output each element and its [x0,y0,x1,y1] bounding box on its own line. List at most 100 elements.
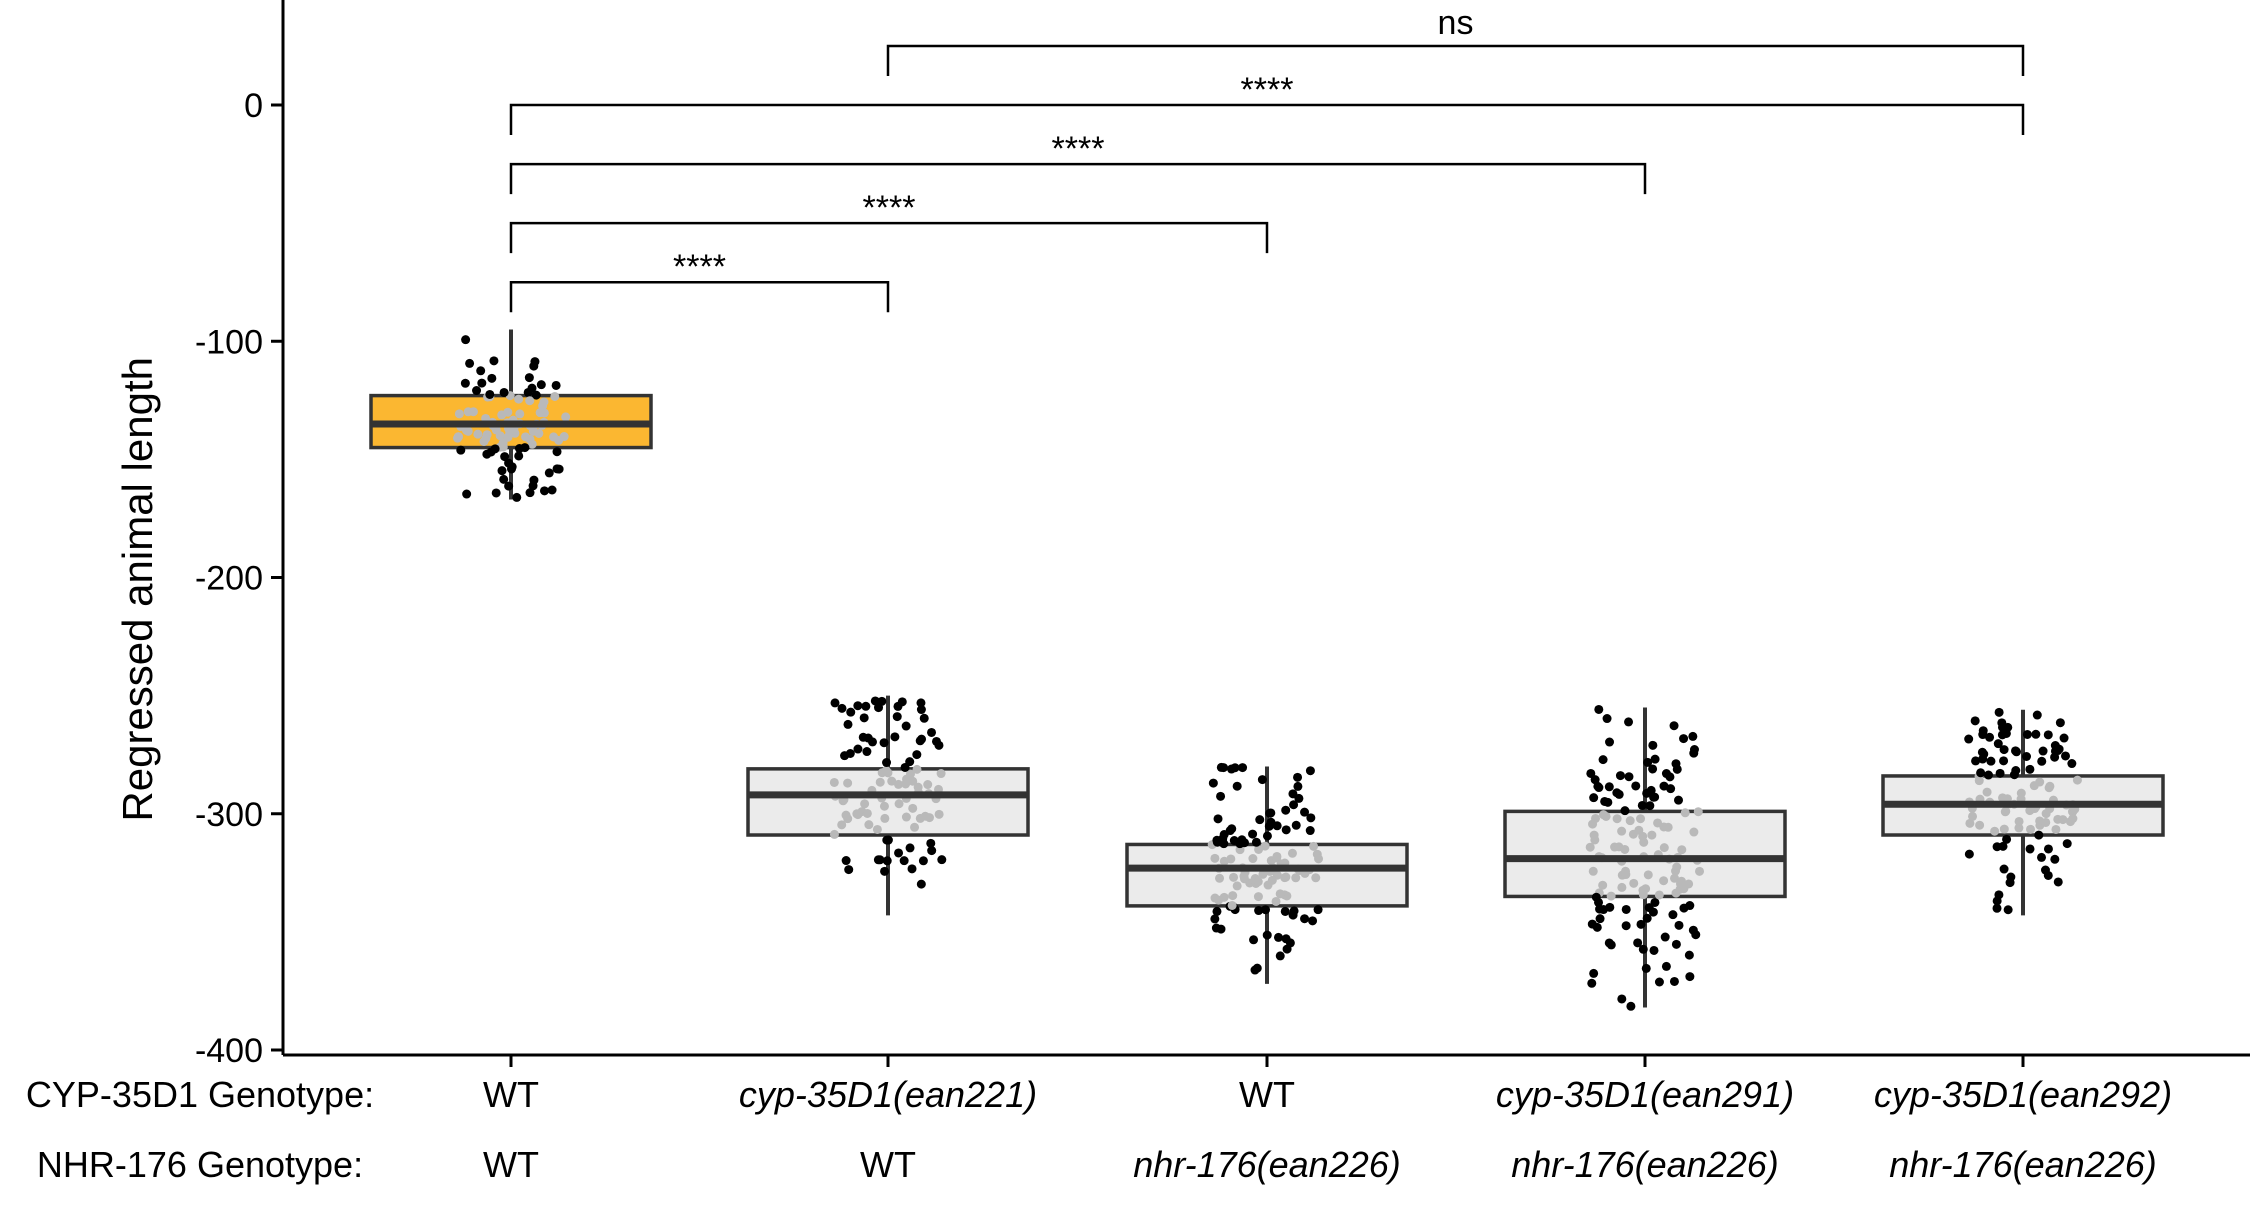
data-point [1314,854,1324,864]
data-point [1591,892,1601,902]
data-point [901,812,911,822]
data-point [892,712,902,722]
data-point [844,865,854,875]
data-point [1679,884,1689,894]
y-tick-label: -300 [195,796,263,834]
data-point [1964,849,1974,859]
data-point [1659,843,1669,853]
data-point [2022,752,2032,762]
data-point [1272,851,1282,861]
data-point [2044,783,2054,793]
data-point [2041,817,2051,827]
data-point [1625,816,1635,826]
data-point [1305,766,1315,776]
data-point [525,434,535,444]
data-point [1248,829,1258,839]
data-point [1621,870,1631,880]
data-point [539,397,549,407]
data-point [539,486,549,496]
data-point [1219,892,1229,902]
data-point [1251,837,1261,847]
data-point [912,750,922,760]
data-point [1309,841,1319,851]
data-point [514,394,524,404]
data-point [1604,782,1614,792]
data-point [476,366,486,376]
data-point [462,489,472,499]
data-point [1238,763,1248,773]
data-point [512,492,522,502]
data-point [1978,754,1988,764]
data-point [2050,854,2060,864]
data-point [1669,721,1679,731]
data-point [845,748,855,758]
cyp-genotype-label: cyp-35D1(ean221) [739,1074,1037,1115]
data-point [481,433,491,443]
data-point [2059,733,2069,743]
data-point [468,407,478,417]
data-point [491,488,501,498]
row-label-nhr: NHR-176 Genotype: [37,1144,363,1185]
data-point [1999,745,2009,755]
data-point [552,447,562,457]
data-point [923,780,933,790]
data-point [473,429,483,439]
data-point [2009,770,2019,780]
data-point [495,431,505,441]
data-point [1293,772,1303,782]
data-point [1272,821,1282,831]
data-point [905,843,915,853]
data-point [1306,813,1316,823]
data-point [1289,906,1299,916]
data-point [536,380,546,390]
data-point [1300,807,1310,817]
data-point [1598,905,1608,915]
data-point [1617,994,1627,1004]
data-point [1227,824,1237,834]
data-point [936,769,946,779]
data-point [1685,901,1695,911]
data-point [1684,950,1694,960]
data-point [2037,756,2047,766]
data-point [1606,891,1616,901]
data-point [515,409,525,419]
data-point [1993,739,2003,749]
data-point [853,701,863,711]
data-point [1592,922,1602,932]
data-point [2003,905,2013,915]
data-point [1588,819,1598,829]
significance-bracket [886,44,2025,76]
data-point [1218,834,1228,844]
data-point [1649,792,1659,802]
data-point [1970,716,1980,726]
data-point [1643,870,1653,880]
significance-bracket [509,280,890,313]
data-point [1273,932,1283,942]
data-point [1663,822,1673,832]
data-point [879,801,889,811]
data-point [1216,924,1226,934]
data-point [862,747,872,757]
data-point [1629,878,1639,888]
data-point [497,466,507,476]
data-point [1654,977,1664,987]
data-point [1642,913,1652,923]
data-point [1976,768,1986,778]
data-point [1654,890,1664,900]
data-point [1666,784,1676,794]
data-point [1210,893,1220,903]
data-point [1671,866,1681,876]
data-point [882,856,892,866]
data-point [1641,884,1651,894]
cyp-genotype-label: cyp-35D1(ean292) [1874,1074,2172,1115]
data-point [1626,1001,1636,1011]
data-point [1660,932,1670,942]
data-point [1674,795,1684,805]
data-point [528,426,538,436]
data-point [1280,873,1290,883]
data-point [917,734,927,744]
data-point [504,481,514,491]
y-tick-label: -200 [195,560,263,598]
data-point [514,451,524,461]
